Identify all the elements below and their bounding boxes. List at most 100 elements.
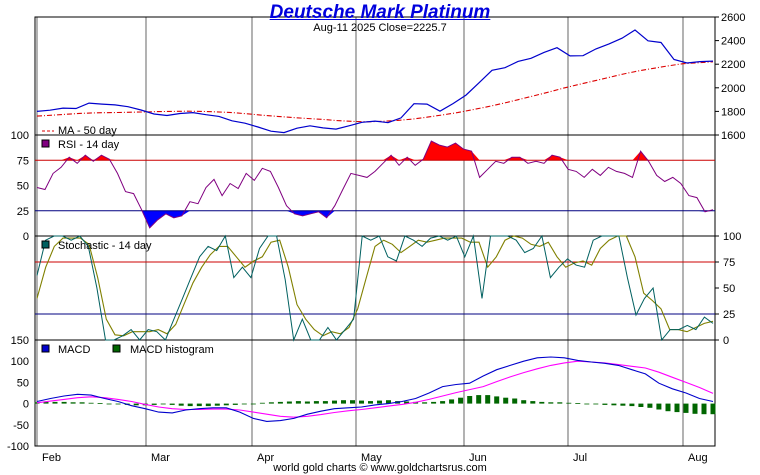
macd-histogram-bar — [503, 397, 509, 404]
macd-histogram-bar — [566, 402, 572, 404]
macd-histogram-bar — [674, 403, 680, 413]
macd-histogram-bar — [575, 403, 581, 404]
macd-histogram-bar — [313, 401, 319, 404]
footer-credit: world gold charts © www.goldchartsrus.co… — [273, 462, 487, 474]
macd-histogram-bar — [259, 402, 265, 404]
macd-histogram-bar — [476, 395, 482, 404]
x-tick-label: May — [361, 452, 382, 464]
macd-histogram-bar — [322, 401, 328, 404]
y-tick-label: 100 — [723, 231, 741, 243]
macd-histogram-bar — [449, 399, 455, 404]
legend-macd-label: MACD — [58, 344, 90, 356]
y-tick-label: 50 — [723, 283, 735, 295]
legend-rsi-label: RSI - 14 day — [58, 139, 120, 151]
y-tick-label: 2600 — [721, 12, 745, 24]
macd-histogram-bar — [277, 401, 283, 404]
stoch-slow-line — [36, 235, 714, 337]
macd-histogram-bar — [43, 401, 49, 404]
rsi-oversold-fill — [37, 210, 713, 228]
macd-histogram-bar — [250, 403, 256, 405]
y-tick-label: 75 — [723, 257, 735, 269]
macd-histogram-bar — [548, 402, 554, 404]
macd-histogram-bar — [440, 401, 446, 404]
macd-histogram-bar — [530, 401, 536, 404]
macd-histogram-bar — [656, 403, 662, 410]
macd-histogram-bar — [241, 403, 247, 405]
y-tick-label: 75 — [17, 155, 29, 167]
macd-histogram-bar — [557, 402, 563, 404]
macd-histogram-bar — [422, 402, 428, 404]
macd-histogram-bar — [710, 403, 716, 415]
y-tick-label: 100 — [11, 130, 29, 142]
macd-histogram-bar — [178, 403, 184, 406]
y-tick-label: 0 — [23, 231, 29, 243]
y-tick-label: 0 — [23, 399, 29, 411]
y-tick-label: 2200 — [721, 59, 745, 71]
macd-histogram-bar — [404, 401, 410, 404]
y-tick-label: 2000 — [721, 83, 745, 95]
macd-histogram-bar — [61, 401, 67, 404]
macd-histogram-bar — [332, 400, 337, 404]
macd-histogram-bar — [304, 401, 310, 404]
macd-histogram-bar — [620, 403, 626, 406]
y-tick-label: 1800 — [721, 106, 745, 118]
macd-histogram-bar — [368, 401, 373, 404]
y-tick-label: 50 — [17, 181, 29, 193]
macd-histogram-bar — [350, 400, 355, 404]
macd-histogram-bar — [214, 403, 220, 406]
macd-histogram-bar — [133, 403, 139, 406]
macd-histogram-bar — [458, 397, 464, 404]
panel-frame — [34, 134, 716, 237]
macd-histogram-bar — [52, 401, 58, 404]
macd-histogram-bar — [683, 403, 689, 413]
macd-histogram-bar — [187, 403, 193, 407]
macd-histogram-bar — [494, 396, 500, 404]
y-tick-label: 25 — [723, 309, 735, 321]
x-tick-label: Apr — [257, 452, 274, 464]
y-tick-label: 50 — [17, 377, 29, 389]
macd-histogram-bar — [692, 403, 698, 414]
macd-line — [36, 356, 714, 422]
macd-histogram-bar — [223, 403, 229, 406]
macd-histogram-bar — [151, 403, 157, 405]
legend-stoch-label: Stochastic - 14 day — [58, 240, 152, 252]
rsi-line — [36, 140, 714, 229]
legend-stoch-swatch — [41, 240, 50, 249]
x-tick-label: Aug — [688, 452, 708, 464]
macd-histogram-bar — [467, 396, 473, 404]
macd-histogram-bar — [431, 401, 437, 404]
macd-histogram-bar — [386, 400, 391, 404]
macd-histogram-bar — [232, 403, 238, 405]
y-tick-label: 0 — [723, 335, 729, 347]
macd-histogram-bar — [268, 402, 274, 404]
macd-histogram-bar — [169, 403, 175, 405]
macd-histogram-bar — [196, 403, 202, 407]
price-line — [36, 29, 714, 134]
macd-histogram-bar — [602, 403, 608, 405]
x-tick-label: Jul — [573, 452, 587, 464]
macd-histogram-bar — [593, 403, 599, 405]
rsi-overbought-fill — [37, 141, 713, 161]
macd-histogram-bar — [97, 403, 103, 404]
macd-histogram-bar — [512, 398, 518, 404]
macd-histogram-bar — [106, 403, 112, 405]
macd-histogram-bar — [521, 400, 527, 404]
macd-histogram-bar — [70, 402, 76, 404]
macd-histogram-bar — [584, 403, 590, 405]
y-tick-label: -50 — [13, 420, 29, 432]
macd-histogram-bar — [205, 403, 211, 407]
y-tick-label: 25 — [17, 206, 29, 218]
macd-histogram-bar — [611, 403, 617, 406]
ma-50-day-line — [36, 61, 714, 123]
macd-histogram-bar — [485, 395, 491, 404]
y-tick-label: 2400 — [721, 36, 745, 48]
chart-subtitle: Aug-11 2025 Close=2225.7 — [313, 22, 447, 34]
x-tick-label: Feb — [42, 452, 61, 464]
legend-macd-swatch — [41, 344, 50, 353]
chart-title: Deutsche Mark Platinum — [269, 2, 491, 23]
x-tick-label: Mar — [151, 452, 170, 464]
macd-histogram-bar — [341, 400, 346, 404]
panel-frame — [34, 339, 716, 447]
macd-histogram-bar — [629, 403, 635, 407]
